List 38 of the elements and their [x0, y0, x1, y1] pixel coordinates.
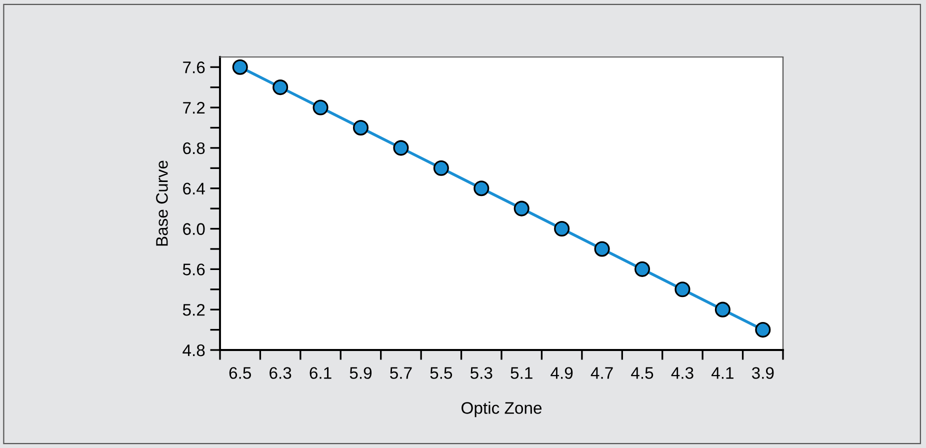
- x-tick-label: 5.3: [470, 367, 492, 379]
- point: [554, 220, 570, 237]
- y-tick-label: 6.8: [183, 142, 205, 154]
- x-tick-label: 5.7: [390, 367, 412, 379]
- point: [433, 160, 449, 176]
- y-axis-title: Base Curve: [156, 160, 168, 246]
- y-tick-label: 5.2: [182, 304, 205, 316]
- x-tick-label: 6.1: [310, 367, 332, 379]
- point: [474, 180, 490, 196]
- y-tick-label: 5.6: [182, 264, 205, 276]
- y-tick-label: 4.8: [182, 344, 205, 356]
- point: [352, 120, 369, 136]
- point: [634, 261, 650, 277]
- x-tick-label: 5.5: [430, 367, 452, 379]
- y-tick-label: 7.6: [183, 62, 205, 74]
- point: [594, 241, 610, 257]
- x-tick-label: 5.9: [350, 367, 372, 379]
- x-tick-label: 4.1: [711, 367, 734, 379]
- point: [312, 100, 328, 116]
- x-tick-label: 3.9: [752, 367, 774, 379]
- x-tick-label: 4.7: [590, 367, 613, 379]
- point: [755, 322, 771, 338]
- point: [714, 302, 730, 318]
- x-tick-label: 6.3: [270, 367, 292, 379]
- x-tick-label: 6.5: [229, 367, 251, 379]
- point: [514, 200, 530, 216]
- y-tick-label: 6.4: [183, 182, 205, 195]
- x-tick-label: 4.9: [550, 367, 573, 379]
- x-tick-label: 4.5: [631, 367, 654, 379]
- point: [232, 59, 248, 75]
- point: [393, 140, 409, 156]
- point: [674, 282, 690, 298]
- y-tick-label: 7.2: [183, 102, 205, 114]
- x-axis-title: Optic Zone: [462, 402, 542, 418]
- x-tick-label: 5.1: [510, 367, 532, 379]
- x-tick-label: 4.3: [671, 367, 694, 379]
- point: [272, 80, 288, 96]
- text: 6.0: [183, 223, 205, 235]
